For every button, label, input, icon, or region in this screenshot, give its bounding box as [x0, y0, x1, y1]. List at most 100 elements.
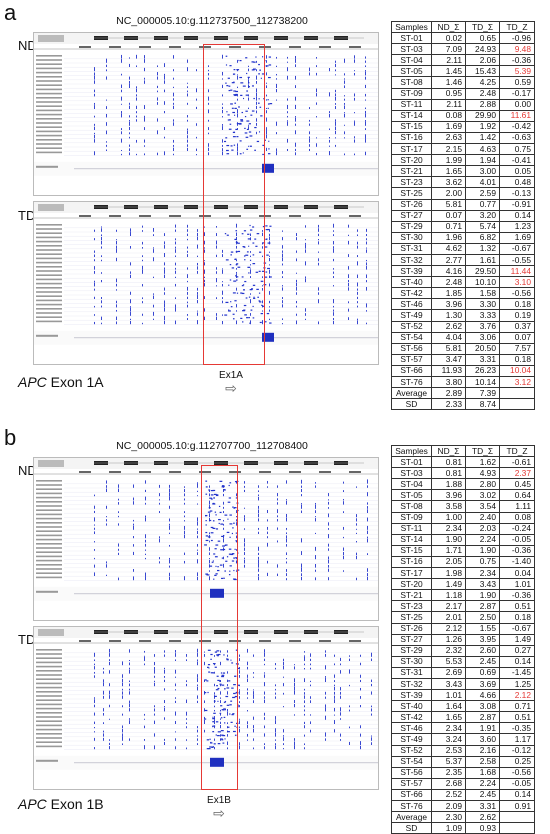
methylation-bar	[275, 728, 276, 733]
methylation-bar	[262, 288, 263, 291]
methylation-bar	[276, 132, 277, 135]
methylation-bar	[187, 250, 188, 253]
methylation-bar	[234, 675, 237, 677]
methylation-bar	[94, 675, 95, 678]
methylation-bar	[144, 80, 145, 84]
sample-cell: ST-11	[391, 98, 432, 111]
methylation-bar	[154, 713, 155, 716]
sample-cell: ST-46	[391, 298, 432, 311]
ruler-tick-label	[349, 46, 361, 48]
methylation-bar	[222, 151, 223, 156]
td-z-cell: 0.04	[499, 567, 535, 580]
track-name	[36, 224, 62, 226]
methylation-bar	[169, 572, 170, 576]
sample-cell: ST-76	[391, 799, 432, 813]
td-z-cell: -0.24	[499, 522, 535, 535]
methylation-bar	[109, 695, 110, 699]
methylation-bar	[223, 501, 224, 505]
methylation-bar	[187, 86, 188, 88]
methylation-bar	[130, 232, 131, 236]
methylation-bar	[101, 322, 102, 325]
browser-header-bar	[34, 458, 378, 469]
methylation-bar	[365, 107, 366, 109]
methylation-bar	[258, 563, 259, 568]
methylation-bar	[253, 296, 255, 298]
methylation-bar	[204, 708, 205, 712]
methylation-bar	[233, 569, 235, 572]
td-sum-cell: 4.66	[465, 689, 500, 702]
nd-sum-cell: 2.69	[431, 666, 466, 679]
methylation-bar	[240, 82, 244, 84]
methylation-bar	[295, 58, 296, 63]
nd-sum-cell: 2.32	[431, 644, 466, 657]
methylation-bar	[340, 657, 341, 661]
methylation-bar	[235, 93, 238, 96]
methylation-bar	[197, 674, 198, 678]
methylation-bar	[294, 700, 295, 703]
methylation-bar	[301, 485, 302, 488]
methylation-bar	[236, 310, 237, 312]
nd-sum-cell: 1.09	[431, 822, 466, 834]
nd-sum-cell: 1.96	[431, 231, 466, 244]
methylation-bar	[94, 229, 95, 232]
methylation-bar	[365, 70, 366, 72]
methylation-bar	[335, 121, 336, 126]
methylation-bar	[334, 674, 335, 678]
methylation-bar	[344, 73, 345, 76]
methylation-bar	[234, 238, 237, 241]
methylation-bar	[129, 76, 130, 80]
methylation-bar	[244, 115, 247, 118]
methylation-bar	[266, 60, 267, 63]
methylation-bar	[262, 153, 264, 156]
methylation-bar	[94, 671, 95, 674]
exon-feature	[262, 332, 274, 342]
methylation-bar	[103, 682, 104, 687]
methylation-bar	[236, 304, 237, 308]
methylation-bar	[101, 259, 102, 262]
methylation-bar	[269, 229, 270, 232]
methylation-bar	[340, 695, 341, 699]
methylation-bar	[94, 115, 95, 118]
methylation-bar	[286, 513, 287, 518]
methylation-bar	[261, 270, 265, 272]
methylation-bar	[357, 305, 358, 308]
methylation-bar	[264, 658, 265, 661]
methylation-bar	[216, 675, 219, 677]
ruler-tick-label	[169, 640, 181, 642]
panel-a-td-label: TD	[18, 208, 36, 223]
nd-sum-cell: 1.65	[431, 165, 466, 178]
table-row: ST-11 2.11 2.88 0.00	[391, 98, 535, 111]
methylation-bar	[334, 695, 335, 699]
methylation-bar	[239, 76, 243, 79]
methylation-bar	[348, 317, 349, 320]
methylation-bar	[129, 83, 130, 88]
methylation-bar	[239, 696, 240, 699]
nd-sum-cell: 5.81	[431, 342, 466, 355]
methylation-bar	[204, 679, 207, 681]
methylation-bar	[212, 718, 216, 720]
methylation-bar	[267, 103, 270, 105]
methylation-bar	[103, 722, 104, 724]
table-row: ST-17 1.98 2.34 0.04	[391, 567, 535, 580]
methylation-bar	[164, 287, 165, 291]
td-z-cell: -0.42	[499, 120, 535, 133]
methylation-bar	[212, 527, 214, 529]
methylation-bar	[227, 654, 228, 657]
methylation-bar	[295, 55, 296, 59]
methylation-bar	[234, 107, 237, 109]
methylation-bar	[214, 695, 215, 699]
panel-b-td-tracks	[34, 627, 378, 770]
methylation-bar	[247, 688, 248, 691]
sample-cell: ST-05	[391, 65, 432, 78]
methylation-bar	[142, 241, 143, 245]
methylation-bar	[116, 309, 117, 312]
nd-sum-cell: 2.12	[431, 622, 466, 635]
methylation-bar	[249, 322, 251, 324]
track-name	[36, 63, 62, 65]
methylation-bar	[205, 486, 208, 488]
methylation-bar	[354, 59, 355, 63]
methylation-bar	[286, 535, 287, 539]
methylation-bar	[94, 288, 95, 291]
methylation-bar	[354, 139, 355, 143]
methylation-bar	[197, 521, 198, 526]
